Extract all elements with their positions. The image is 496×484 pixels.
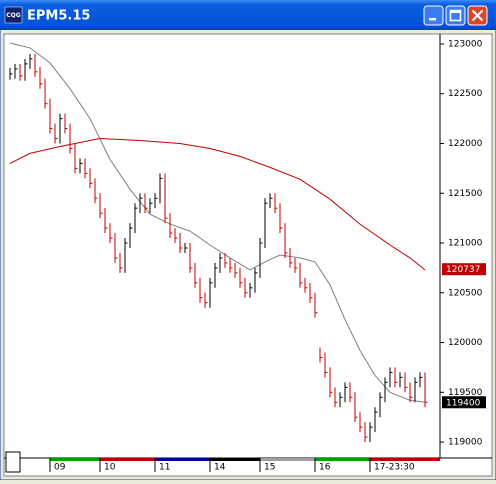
minimize-button[interactable] xyxy=(423,5,444,26)
x-tick-label: 09 xyxy=(54,463,66,473)
session-strip xyxy=(100,458,155,461)
y-tick-label: 121000 xyxy=(448,239,483,249)
app-icon xyxy=(4,6,23,24)
y-tick-label: 120500 xyxy=(448,288,483,298)
title-bar xyxy=(0,0,496,30)
scroll-handle[interactable] xyxy=(5,451,21,473)
x-tick-label: 11 xyxy=(159,463,170,473)
y-tick-label: 123000 xyxy=(448,39,483,49)
y-tick-label: 120000 xyxy=(448,338,483,348)
x-tick-label: 16 xyxy=(319,463,331,473)
x-tick-label: 10 xyxy=(104,463,116,473)
x-tick-label: 17-23:30 xyxy=(374,463,415,473)
close-button[interactable] xyxy=(467,5,488,26)
y-tick-label: 119000 xyxy=(448,438,483,448)
price-label-box xyxy=(442,396,486,409)
session-strip xyxy=(370,458,440,461)
session-strip xyxy=(260,458,315,461)
moving-average-line xyxy=(9,42,426,403)
y-tick-label: 119500 xyxy=(448,388,483,398)
price-label-box xyxy=(442,263,486,276)
x-tick-label: 15 xyxy=(264,463,275,473)
window-title: EPM5.15 xyxy=(27,9,90,24)
chart-pane xyxy=(3,33,493,477)
y-tick-label: 122000 xyxy=(448,139,483,149)
maximize-button[interactable] xyxy=(445,5,466,26)
app-icon-label: CQG xyxy=(6,12,21,19)
plot-area: 119000 119500 120000 120500 121000 121500 1220… xyxy=(9,39,486,473)
session-strip xyxy=(155,458,210,461)
session-strip xyxy=(315,458,370,461)
moving-average-line xyxy=(9,137,426,271)
x-tick-label: 14 xyxy=(214,463,226,473)
session-strip xyxy=(210,458,260,461)
session-strip xyxy=(50,458,100,461)
price-label: 119400 xyxy=(446,398,481,408)
y-tick-label: 122500 xyxy=(448,89,483,99)
price-label: 120737 xyxy=(446,265,480,275)
y-tick-label: 121500 xyxy=(448,189,483,199)
